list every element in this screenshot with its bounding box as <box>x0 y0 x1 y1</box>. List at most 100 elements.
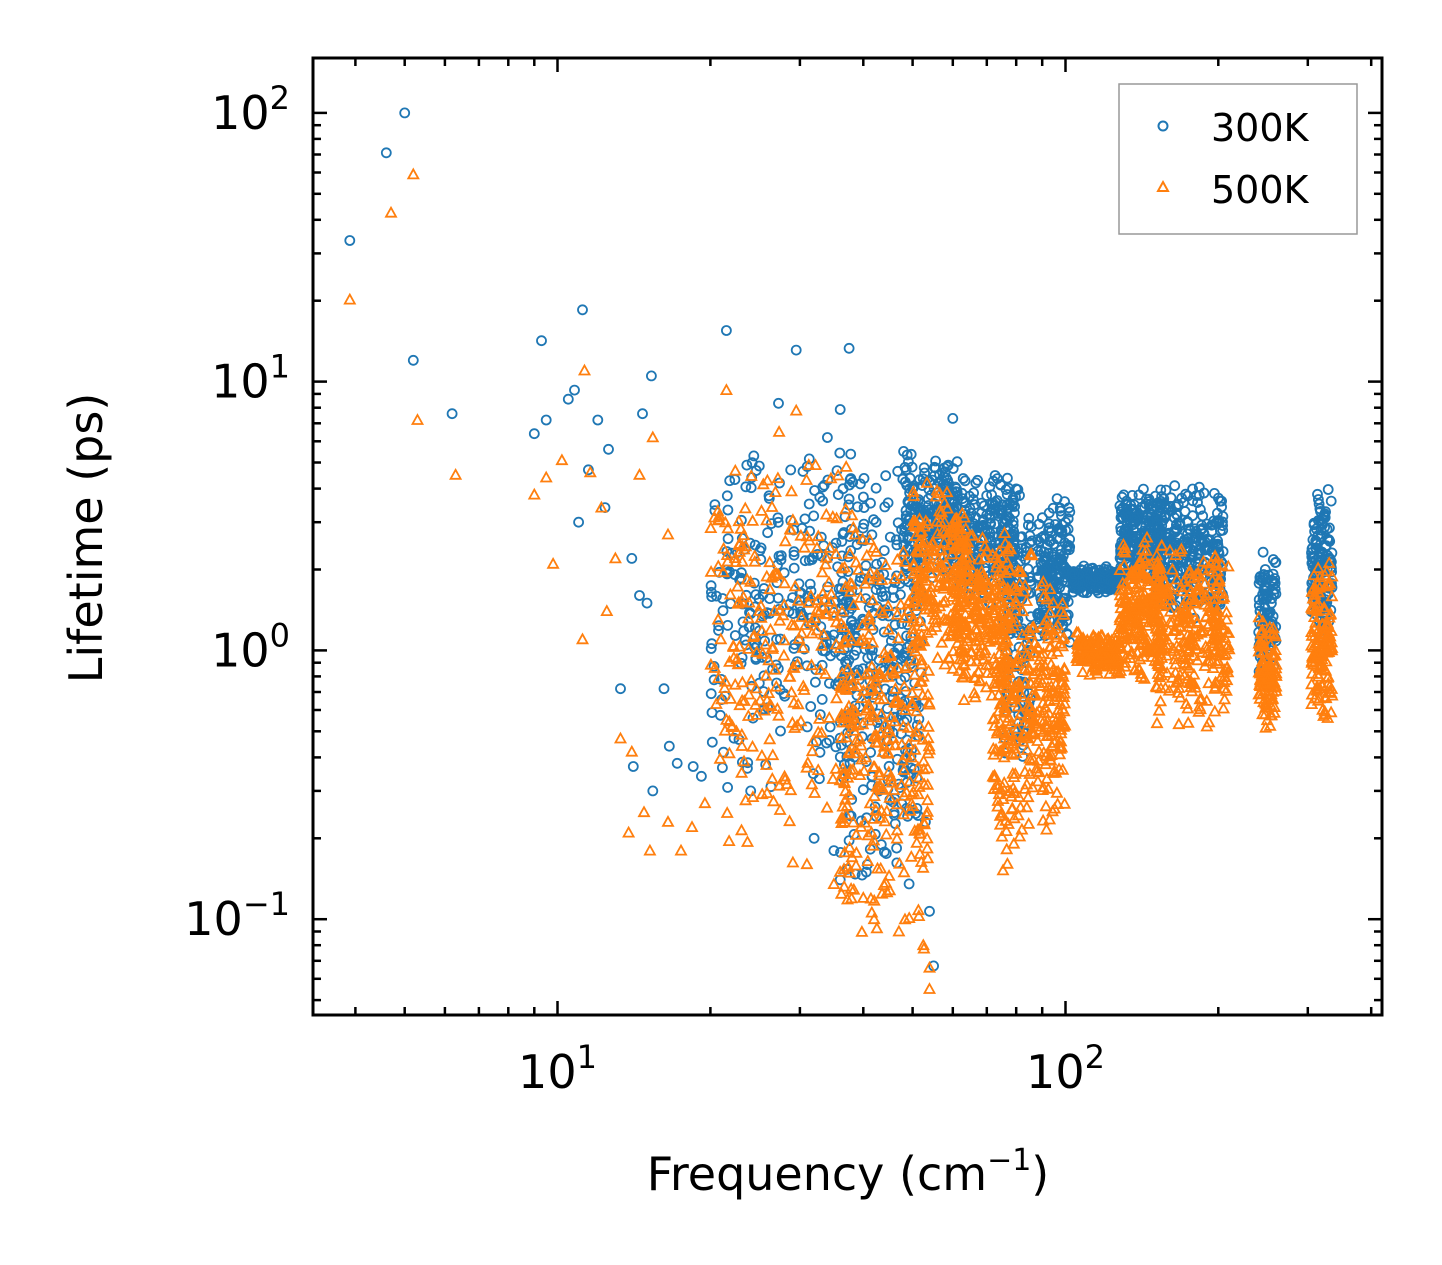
series-1-point <box>1037 705 1051 718</box>
series-0-point <box>771 677 782 689</box>
series-0-point <box>1313 498 1325 510</box>
series-0-point <box>962 513 974 524</box>
series-1-point <box>890 831 904 844</box>
series-1-point <box>1261 700 1275 713</box>
series-0-point <box>929 461 940 473</box>
series-1-point <box>867 893 881 906</box>
series-1-point <box>1057 607 1071 620</box>
series-1-point <box>999 681 1013 694</box>
series-1-point <box>720 548 734 560</box>
series-1-point <box>953 522 967 535</box>
series-1-point <box>759 668 773 681</box>
series-1-point <box>955 551 969 564</box>
series-1-point <box>994 607 1008 620</box>
series-0-point <box>1195 503 1206 515</box>
series-0-point <box>858 518 870 530</box>
series-1-point <box>863 532 877 545</box>
series-0-point <box>836 536 848 547</box>
series-1-point <box>1262 659 1276 672</box>
series-0-point <box>804 578 816 590</box>
series-1-point <box>778 769 792 782</box>
series-1-point <box>962 558 976 571</box>
series-1-point <box>1036 813 1050 826</box>
series-1-point <box>888 681 902 694</box>
series-1-point <box>881 599 895 611</box>
series-1-point <box>995 806 1009 818</box>
series-1-point <box>998 703 1012 716</box>
series-1-point <box>791 593 805 606</box>
series-0-point <box>834 447 846 459</box>
series-1-point <box>878 814 892 827</box>
series-0-point <box>1117 511 1129 523</box>
series-0-point <box>808 510 820 522</box>
series-0-point <box>895 674 907 686</box>
series-1-point <box>704 565 718 577</box>
series-1-point <box>1041 620 1055 632</box>
series-0-point <box>884 531 896 543</box>
series-1-point <box>1257 663 1271 676</box>
series-1-point <box>874 707 888 720</box>
series-0-point <box>1164 556 1175 568</box>
series-0-point <box>1061 544 1072 556</box>
series-0-point <box>706 707 718 718</box>
series-0-point <box>745 482 757 494</box>
series-1-point <box>1051 703 1065 715</box>
series-1-point <box>789 403 803 416</box>
series-0-point <box>536 335 547 347</box>
series-1-point <box>999 620 1013 632</box>
series-1-point <box>783 669 797 682</box>
series-0-point <box>705 643 717 654</box>
series-1-point <box>788 579 802 592</box>
series-1-point <box>613 731 628 744</box>
series-0-point <box>858 502 870 514</box>
series-0-point <box>569 384 580 396</box>
series-1-point <box>1040 771 1054 784</box>
series-0-point <box>986 489 997 501</box>
series-0-point <box>881 703 893 714</box>
series-1-point <box>887 783 901 795</box>
series-0-point <box>1118 489 1130 501</box>
series-1-point <box>806 734 820 747</box>
series-1-point <box>936 524 950 537</box>
series-1-point <box>912 909 926 921</box>
series-1-point <box>1022 661 1036 673</box>
series-1-point <box>766 748 780 761</box>
series-1-point <box>742 595 756 608</box>
series-1-point <box>890 552 904 565</box>
series-1-point <box>930 514 944 527</box>
series-1-point <box>937 495 951 508</box>
series-0-point <box>577 304 588 316</box>
series-0-point <box>1002 511 1014 522</box>
series-1-point <box>898 555 912 567</box>
series-1-point <box>766 640 780 652</box>
series-0-point <box>1098 563 1110 575</box>
series-0-point <box>775 550 787 561</box>
series-1-point <box>851 563 865 575</box>
series-1-point <box>948 614 962 626</box>
series-1-point <box>755 624 769 636</box>
series-1-point <box>868 760 882 772</box>
series-1-point <box>909 724 923 737</box>
series-1-point <box>732 538 746 551</box>
series-1-point <box>1020 800 1034 813</box>
series-1-point <box>1007 836 1021 849</box>
series-1-point <box>1089 631 1103 644</box>
series-1-point <box>848 527 862 540</box>
series-0-point <box>1256 575 1268 587</box>
series-1-point <box>1014 565 1028 578</box>
series-1-point <box>1198 592 1212 605</box>
series-1-point <box>1171 686 1185 698</box>
series-0-point <box>958 496 969 507</box>
series-1-point <box>794 610 809 622</box>
series-0-point <box>1212 535 1223 547</box>
series-1-point <box>959 620 973 632</box>
y-tick-label: 101 <box>211 348 290 409</box>
series-1-point <box>1208 704 1222 717</box>
series-1-point <box>784 783 798 796</box>
series-1-point <box>897 763 911 775</box>
series-1-point <box>715 692 729 705</box>
series-1-point <box>1050 630 1064 643</box>
series-0-point <box>845 545 857 556</box>
series-0-point <box>1043 518 1055 530</box>
series-0-point <box>970 477 982 489</box>
